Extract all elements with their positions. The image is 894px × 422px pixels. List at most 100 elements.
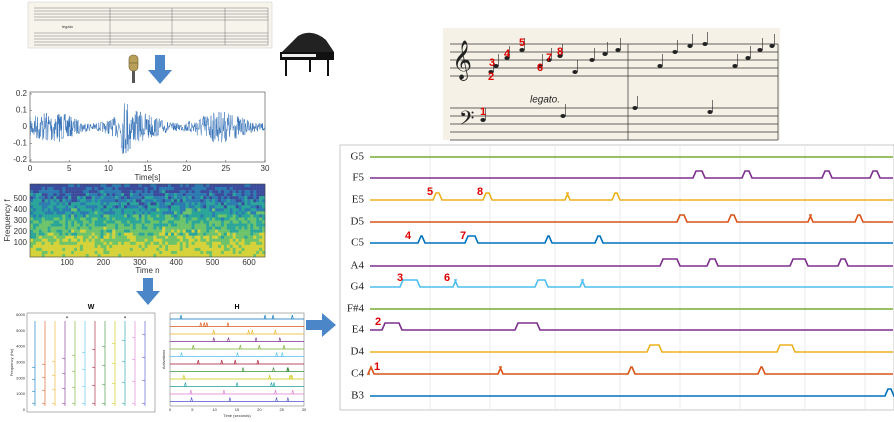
spectrogram-cell <box>121 217 124 220</box>
spectrogram-cell <box>256 242 259 245</box>
spectrogram-cell <box>42 239 45 242</box>
spectrogram-cell <box>118 202 121 205</box>
spectrogram-cell <box>195 227 198 230</box>
spectrogram-cell <box>212 193 215 196</box>
spectrogram-cell <box>242 205 245 208</box>
spectrogram-cell <box>203 248 206 251</box>
spectrogram-cell <box>86 214 89 217</box>
spectrogram-cell <box>42 190 45 193</box>
spectrogram-cell <box>36 199 39 202</box>
spectrogram-cell <box>242 233 245 236</box>
x-tick-label: 200 <box>97 258 111 267</box>
spectrogram-cell <box>247 214 250 217</box>
spectrogram-cell <box>150 202 153 205</box>
spectrogram-cell <box>168 224 171 227</box>
spectrogram-cell <box>159 208 162 211</box>
spectrogram-cell <box>42 224 45 227</box>
spectrogram-cell <box>168 236 171 239</box>
spectrogram-cell <box>101 208 104 211</box>
spectrogram-cell <box>106 211 109 214</box>
spectrogram-cell <box>42 242 45 245</box>
spectrogram-cell <box>45 187 48 190</box>
spectrogram-cell <box>54 224 57 227</box>
spectrogram-cell <box>39 190 42 193</box>
spectrogram-cell <box>250 217 253 220</box>
spectrogram-cell <box>168 214 171 217</box>
spectrogram-cell <box>121 190 124 193</box>
spectrogram-cell <box>236 202 239 205</box>
spectrogram-cell <box>189 211 192 214</box>
spectrogram-cell <box>230 227 233 230</box>
spectrogram-cell <box>174 214 177 217</box>
spectrogram-cell <box>98 236 101 239</box>
spectrogram-cell <box>224 239 227 242</box>
spectrogram-cell <box>86 245 89 248</box>
spectrogram-cell <box>124 199 127 202</box>
spectrogram-cell <box>74 224 77 227</box>
spectrogram-cell <box>256 184 259 187</box>
spectrogram-cell <box>65 245 68 248</box>
row-label: D5 <box>351 216 365 228</box>
spectrogram-cell <box>118 230 121 233</box>
spectrogram-cell <box>86 211 89 214</box>
spectrogram-cell <box>33 196 36 199</box>
spectrogram-cell <box>59 190 62 193</box>
spectrogram-cell <box>218 227 221 230</box>
spectrogram-cell <box>45 199 48 202</box>
row-label: C5 <box>351 237 364 249</box>
spectrogram-cell <box>39 184 42 187</box>
spectrogram-cell <box>212 199 215 202</box>
spectrogram-cell <box>153 239 156 242</box>
spectrogram-cell <box>197 236 200 239</box>
spectrogram-cell <box>148 199 151 202</box>
spectrogram-cell <box>215 221 218 224</box>
spectrogram-cell <box>224 227 227 230</box>
spectrogram-cell <box>130 224 133 227</box>
spectrogram-cell <box>259 224 262 227</box>
spectrogram-cell <box>244 193 247 196</box>
spectrogram-cell <box>112 187 115 190</box>
note-head <box>602 52 607 56</box>
spectrogram-cell <box>80 202 83 205</box>
spectrogram-cell <box>168 196 171 199</box>
spectrogram-cell <box>256 199 259 202</box>
spectrogram-cell <box>136 208 139 211</box>
spectrogram-cell <box>227 187 230 190</box>
spectrogram-cell <box>227 193 230 196</box>
spectrogram-cell <box>180 248 183 251</box>
spectrogram-cell <box>244 233 247 236</box>
spectrogram-cell <box>218 214 221 217</box>
spectrogram-cell <box>224 217 227 220</box>
spectrogram-cell <box>71 221 74 224</box>
spectrogram-cell <box>145 196 148 199</box>
spectrogram-cell <box>65 184 68 187</box>
score-text: legato. <box>530 95 560 106</box>
spectrogram-cell <box>77 193 80 196</box>
spectrogram-cell <box>230 196 233 199</box>
spectrogram-cell <box>136 242 139 245</box>
spectrogram-cell <box>106 245 109 248</box>
spectrogram-cell <box>250 199 253 202</box>
spectrogram-cell <box>42 251 45 254</box>
spectrogram-cell <box>153 233 156 236</box>
spectrogram-cell <box>197 205 200 208</box>
spectrogram-cell <box>221 208 224 211</box>
spectrogram-cell <box>174 221 177 224</box>
spectrogram-cell <box>197 245 200 248</box>
spectrogram-cell <box>121 230 124 233</box>
spectrogram-cell <box>195 230 198 233</box>
spectrogram-cell <box>62 211 65 214</box>
spectrogram-cell <box>165 236 168 239</box>
spectrogram-cell <box>209 202 212 205</box>
spectrogram-cell <box>150 224 153 227</box>
spectrogram-cell <box>118 199 121 202</box>
spectrogram-cell <box>256 230 259 233</box>
spectrogram-cell <box>197 211 200 214</box>
spectrogram-cell <box>45 239 48 242</box>
svg-text:𝄢: 𝄢 <box>459 107 474 134</box>
spectrogram-cell <box>74 214 77 217</box>
spectrogram-cell <box>95 230 98 233</box>
spectrogram-cell <box>239 205 242 208</box>
spectrogram-cell <box>247 239 250 242</box>
spectrogram-cell <box>168 251 171 254</box>
